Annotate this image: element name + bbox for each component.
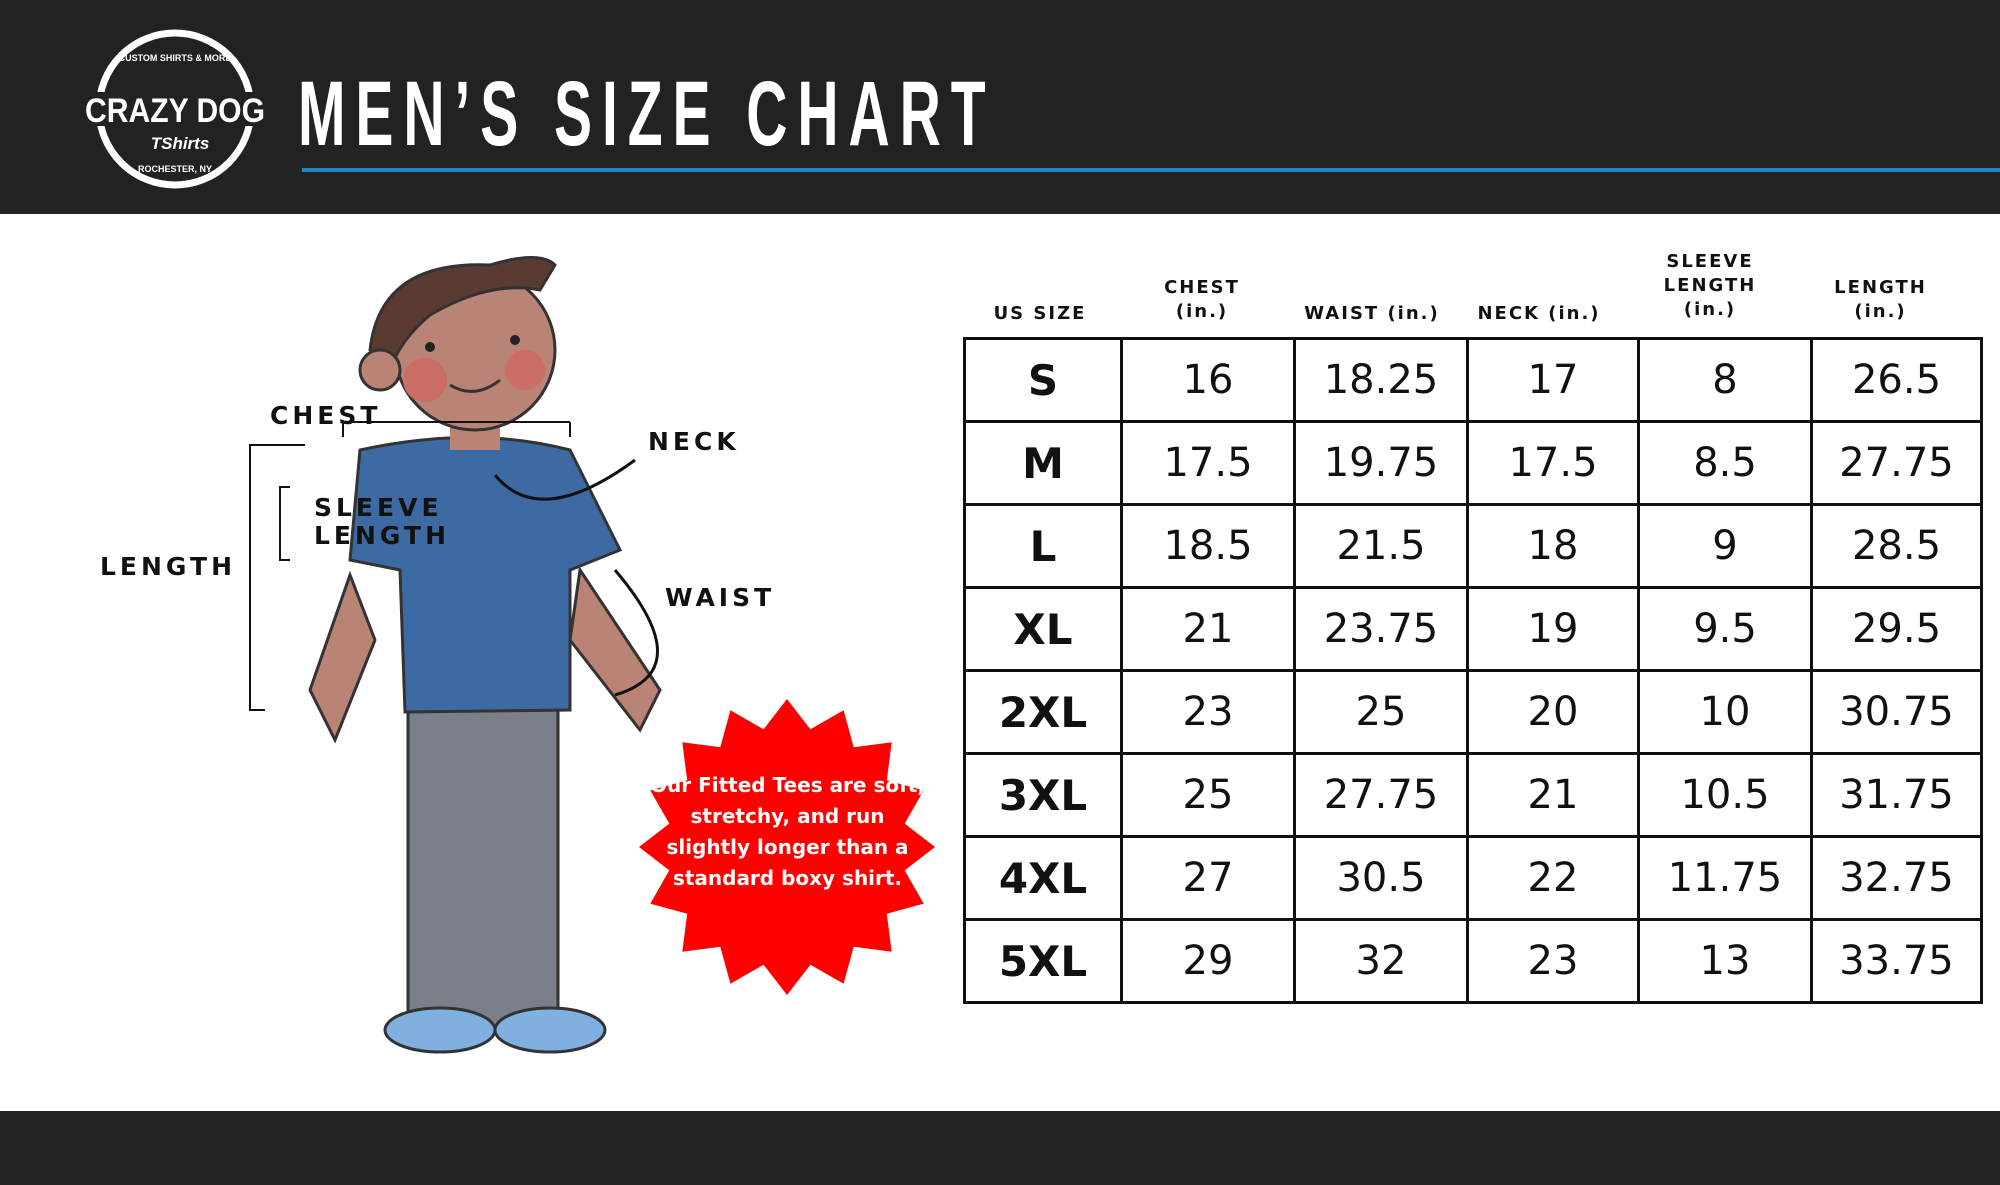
column-header-line: (in.) — [1854, 301, 1907, 322]
measurement-cell: 16 — [1120, 337, 1296, 423]
label-neck: NECK — [648, 427, 740, 456]
measurement-cell: 30.5 — [1293, 835, 1469, 921]
measurement-cell: 9.5 — [1637, 586, 1813, 672]
measurement-cell: 28.5 — [1810, 503, 1983, 589]
logo-bottom-text: ROCHESTER, NY — [138, 164, 212, 174]
fitted-tees-badge — [639, 699, 935, 995]
column-header-line: (in.) — [1683, 299, 1737, 320]
measurement-cell: 29 — [1120, 918, 1296, 1004]
badge-text: Our Fitted Tees are soft, stretchy, and … — [650, 773, 925, 890]
measurement-cell: 20 — [1466, 669, 1640, 755]
label-chest: CHEST — [270, 401, 382, 430]
measurement-cell: 32 — [1293, 918, 1469, 1004]
column-header-line: US SIZE — [993, 303, 1087, 324]
measurement-cell: 19.75 — [1293, 420, 1469, 506]
column-header: NECK (in.) — [1455, 302, 1623, 326]
table-row: XL 21 23.75 19 9.5 29.5 — [963, 586, 1983, 672]
table-row: 5XL 29 32 23 13 33.75 — [963, 918, 1983, 1004]
column-header: CHEST (in.) — [1117, 276, 1287, 324]
table-row: 2XL 23 25 20 10 30.75 — [963, 669, 1983, 755]
measurement-cell: 31.75 — [1810, 752, 1983, 838]
title-underline — [302, 168, 2000, 172]
measurement-cell: 17.5 — [1120, 420, 1296, 506]
measurement-cell: 27 — [1120, 835, 1296, 921]
measurement-cell: 21 — [1466, 752, 1640, 838]
table-row: S 16 18.25 17 8 26.5 — [963, 337, 1983, 423]
label-sleeve-length: SLEEVE LENGTH — [314, 494, 450, 550]
logo-brand-text: CRAZY DOG — [85, 92, 265, 130]
column-header: LENGTH (in.) — [1797, 276, 1964, 324]
measurement-cell: 19 — [1466, 586, 1640, 672]
size-table: S 16 18.25 17 8 26.5 M 17.5 19.75 17.5 8.5 27.75 L 18… — [963, 337, 1983, 1004]
column-header-line: LENGTH — [1834, 277, 1927, 298]
boy-illustration — [249, 256, 662, 1054]
label-length: LENGTH — [100, 552, 236, 581]
table-row: 4XL 27 30.5 22 11.75 32.75 — [963, 835, 1983, 921]
measurement-cell: 18.25 — [1293, 337, 1469, 423]
measurement-cell: 8.5 — [1637, 420, 1813, 506]
page-title: MEN’S SIZE CHART — [298, 63, 996, 165]
measurement-cell: 25 — [1120, 752, 1296, 838]
column-header-line: (in.) — [1175, 301, 1229, 322]
label-sleeve-line1: SLEEVE — [314, 493, 443, 522]
measurement-cell: 23 — [1466, 918, 1640, 1004]
table-row: M 17.5 19.75 17.5 8.5 27.75 — [963, 420, 1983, 506]
column-header-line: SLEEVE LENGTH — [1663, 251, 1757, 296]
label-waist: WAIST — [665, 583, 776, 612]
measurement-cell: 26.5 — [1810, 337, 1983, 423]
measurement-cell: 32.75 — [1810, 835, 1983, 921]
measurement-cell: 18 — [1466, 503, 1640, 589]
measurement-cell: 13 — [1637, 918, 1813, 1004]
table-row: L 18.5 21.5 18 9 28.5 — [963, 503, 1983, 589]
measurement-cell: 27.75 — [1293, 752, 1469, 838]
measurement-cell: 22 — [1466, 835, 1640, 921]
column-header: SLEEVE LENGTH (in.) — [1625, 250, 1795, 322]
size-cell: 4XL — [963, 835, 1123, 921]
size-cell: S — [963, 337, 1123, 423]
size-cell: XL — [963, 586, 1123, 672]
measurement-cell: 17.5 — [1466, 420, 1640, 506]
measurement-cell: 23.75 — [1293, 586, 1469, 672]
measurement-cell: 9 — [1637, 503, 1813, 589]
column-header-line: CHEST — [1164, 277, 1240, 298]
footer — [0, 1111, 2000, 1185]
column-header-line: WAIST (in.) — [1304, 303, 1440, 324]
size-cell: M — [963, 420, 1123, 506]
table-row: 3XL 25 27.75 21 10.5 31.75 — [963, 752, 1983, 838]
measurement-cell: 18.5 — [1120, 503, 1296, 589]
measurement-cell: 17 — [1466, 337, 1640, 423]
crazy-dog-logo: CUSTOM SHIRTS & MORE CRAZY DOG TShirts R… — [80, 29, 270, 189]
measurement-cell: 10 — [1637, 669, 1813, 755]
size-cell: 2XL — [963, 669, 1123, 755]
measurement-cell: 33.75 — [1810, 918, 1983, 1004]
size-cell: L — [963, 503, 1123, 589]
column-header: WAIST (in.) — [1287, 302, 1457, 326]
measurement-cell: 25 — [1293, 669, 1469, 755]
label-sleeve-line2: LENGTH — [314, 521, 450, 550]
size-cell: 3XL — [963, 752, 1123, 838]
logo-sub-text: TShirts — [151, 134, 210, 153]
column-header: US SIZE — [963, 302, 1117, 326]
column-header-line: NECK (in.) — [1477, 303, 1601, 324]
measurement-cell: 23 — [1120, 669, 1296, 755]
measurement-cell: 27.75 — [1810, 420, 1983, 506]
measurement-cell: 8 — [1637, 337, 1813, 423]
measurement-cell: 11.75 — [1637, 835, 1813, 921]
measurement-cell: 21 — [1120, 586, 1296, 672]
measurement-cell: 29.5 — [1810, 586, 1983, 672]
size-cell: 5XL — [963, 918, 1123, 1004]
measurement-cell: 30.75 — [1810, 669, 1983, 755]
header — [0, 0, 2000, 214]
measurement-cell: 21.5 — [1293, 503, 1469, 589]
logo-top-text: CUSTOM SHIRTS & MORE — [119, 53, 232, 63]
measurement-cell: 10.5 — [1637, 752, 1813, 838]
